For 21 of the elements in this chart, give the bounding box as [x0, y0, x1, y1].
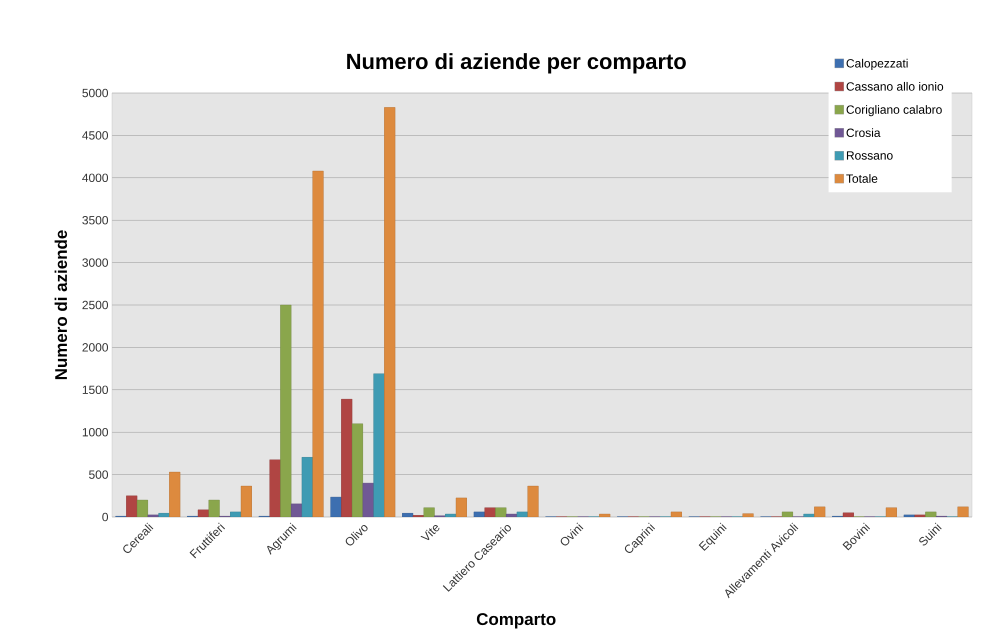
legend-label: Corigliano calabro: [846, 105, 942, 116]
x-axis-title: Comparto: [476, 613, 556, 628]
legend-label: Calopezzati: [846, 58, 908, 70]
y-tick-label: 1500: [82, 386, 108, 394]
y-tick-label: 1000: [82, 428, 108, 436]
x-tick-label: Vite: [420, 525, 440, 540]
y-tick-label: 4500: [82, 131, 108, 140]
y-tick-label: 5000: [82, 88, 108, 98]
legend-label: Totale: [846, 174, 878, 183]
y-tick-label: 3000: [82, 258, 108, 267]
y-tick-label: 500: [89, 470, 108, 479]
y-tick-label: 4000: [82, 174, 108, 182]
y-tick-label: 3500: [82, 216, 108, 224]
y-axis-title: Numero di aziende: [54, 230, 68, 380]
y-tick-label: 2500: [82, 300, 108, 310]
y-tick-label: 0: [102, 512, 108, 522]
legend-label: Crosia: [846, 128, 881, 137]
chart-title: Numero di aziende per comparto: [347, 53, 686, 74]
legend-label: Rossano: [846, 151, 893, 160]
y-tick-label: 2000: [82, 343, 108, 352]
legend-label: Cassano allo ionio: [846, 82, 944, 91]
